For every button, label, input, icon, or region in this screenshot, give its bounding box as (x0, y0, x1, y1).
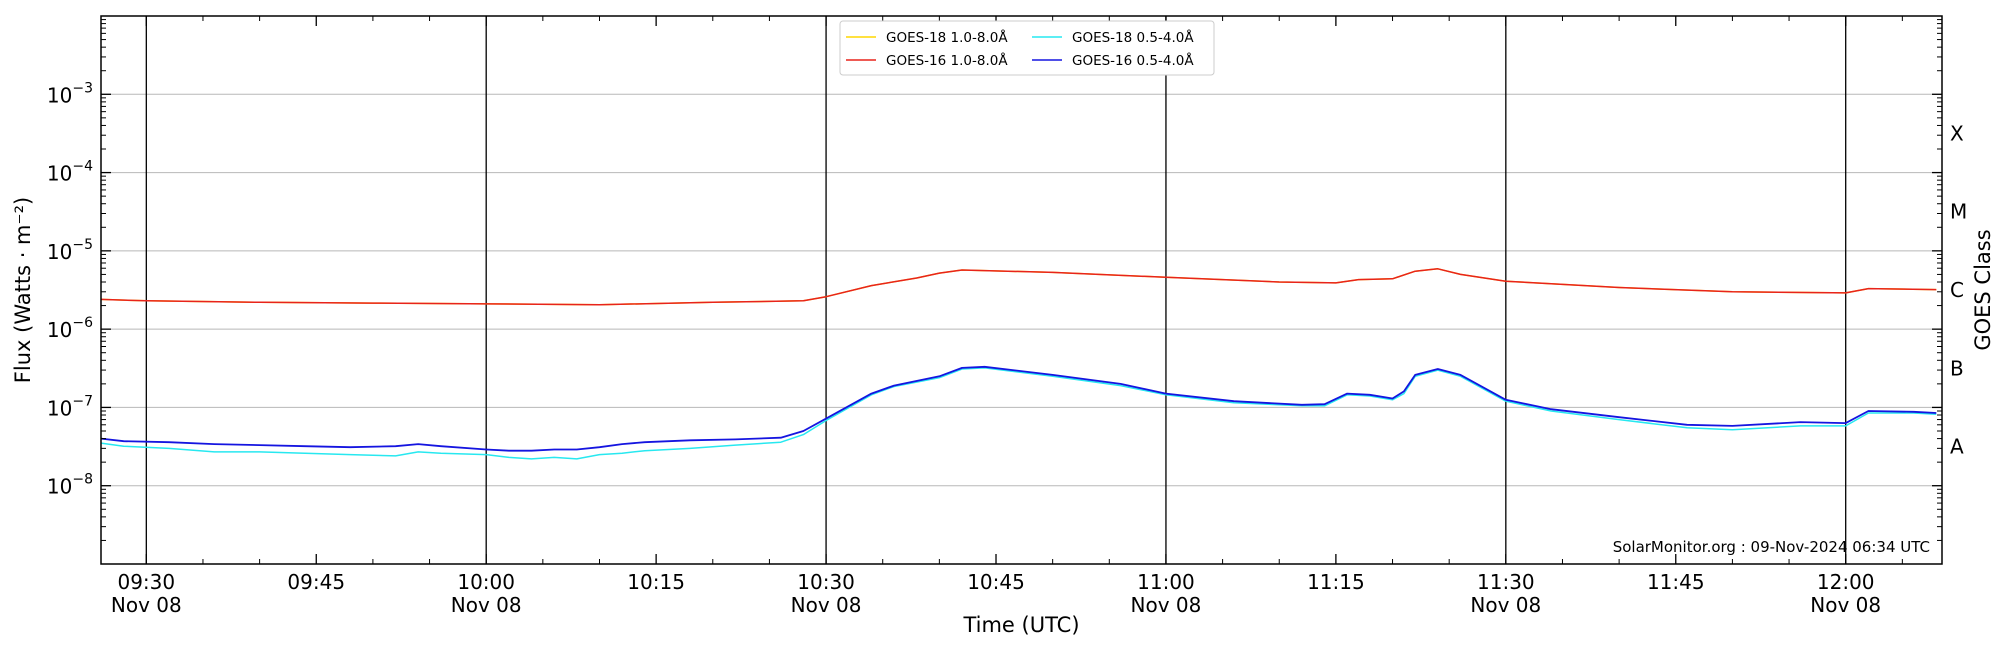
y-axis-label: Flux (Watts · m⁻²) (11, 197, 35, 383)
y-tick-label: 10−3 (47, 80, 93, 107)
goes-class-x: X (1950, 121, 1964, 145)
x-tick-date: Nov 08 (1810, 593, 1881, 617)
goes-class-b: B (1950, 356, 1964, 380)
credit-text: SolarMonitor.org : 09-Nov-2024 06:34 UTC (1613, 538, 1930, 556)
x-tick-date: Nov 08 (791, 593, 862, 617)
x-tick-time: 10:00 (457, 570, 515, 594)
x-tick-date: Nov 08 (1470, 593, 1541, 617)
y-tick-label: 10−6 (47, 315, 93, 342)
x-tick-time: 10:15 (627, 570, 685, 594)
y-tick-base: 10 (47, 162, 72, 186)
y-tick-base: 10 (47, 240, 72, 264)
y-tick-base: 10 (47, 318, 72, 342)
legend-label: GOES-16 0.5-4.0Å (1072, 52, 1194, 69)
x-tick-time: 11:15 (1307, 570, 1365, 594)
y-tick-label: 10−4 (47, 159, 93, 186)
x-tick-time: 09:45 (287, 570, 345, 594)
x-tick-date: Nov 08 (1131, 593, 1202, 617)
x-axis-label: Time (UTC) (962, 613, 1079, 637)
y-tick-labels: 10−810−710−610−510−410−3 (47, 80, 93, 498)
y-tick-base: 10 (47, 475, 72, 499)
goes-class-a: A (1950, 435, 1964, 459)
x-tick-time: 09:30 (117, 570, 175, 594)
legend-label: GOES-18 0.5-4.0Å (1072, 29, 1194, 46)
y-tick-label: 10−5 (47, 237, 93, 264)
series-line-2 (100, 268, 1937, 306)
x-tick-time: 10:45 (967, 570, 1025, 594)
legend-label: GOES-18 1.0-8.0Å (886, 29, 1008, 46)
series-lines (100, 268, 1937, 460)
y-tick-exponent: −6 (72, 315, 93, 331)
x-tick-time: 10:30 (797, 570, 855, 594)
axis-ticks (101, 16, 1942, 564)
y2-axis-label: GOES Class (1971, 229, 1995, 350)
series-line-3 (100, 367, 1937, 460)
legend-label: GOES-16 1.0-8.0Å (886, 52, 1008, 69)
grid-lines (101, 93, 1942, 487)
goes-class-m: M (1950, 200, 1967, 224)
y-tick-exponent: −5 (72, 237, 93, 253)
goes-class-labels: A B C M X (1950, 121, 1967, 458)
plot-frame (100, 15, 1943, 565)
x-tick-time: 11:00 (1137, 570, 1195, 594)
y-tick-exponent: −3 (72, 80, 93, 96)
y-tick-exponent: −8 (72, 472, 93, 488)
y-tick-base: 10 (47, 396, 72, 420)
y-tick-label: 10−7 (47, 393, 93, 420)
y-tick-base: 10 (47, 83, 72, 107)
y-tick-exponent: −4 (72, 159, 93, 175)
y-tick-exponent: −7 (72, 393, 93, 409)
series-line-4 (100, 365, 1937, 452)
legend-box (839, 20, 1215, 76)
x-tick-time: 11:30 (1477, 570, 1535, 594)
x-tick-date: Nov 08 (111, 593, 182, 617)
x-tick-time: 11:45 (1647, 570, 1705, 594)
x-tick-date: Nov 08 (451, 593, 522, 617)
y-tick-label: 10−8 (47, 472, 93, 499)
vertical-hour-lines (145, 16, 1847, 564)
x-tick-time: 12:00 (1817, 570, 1875, 594)
plot-background (101, 16, 1942, 564)
legend: GOES-18 1.0-8.0Å GOES-16 1.0-8.0Å GOES-18 … (839, 20, 1215, 76)
goes-class-c: C (1950, 278, 1964, 302)
